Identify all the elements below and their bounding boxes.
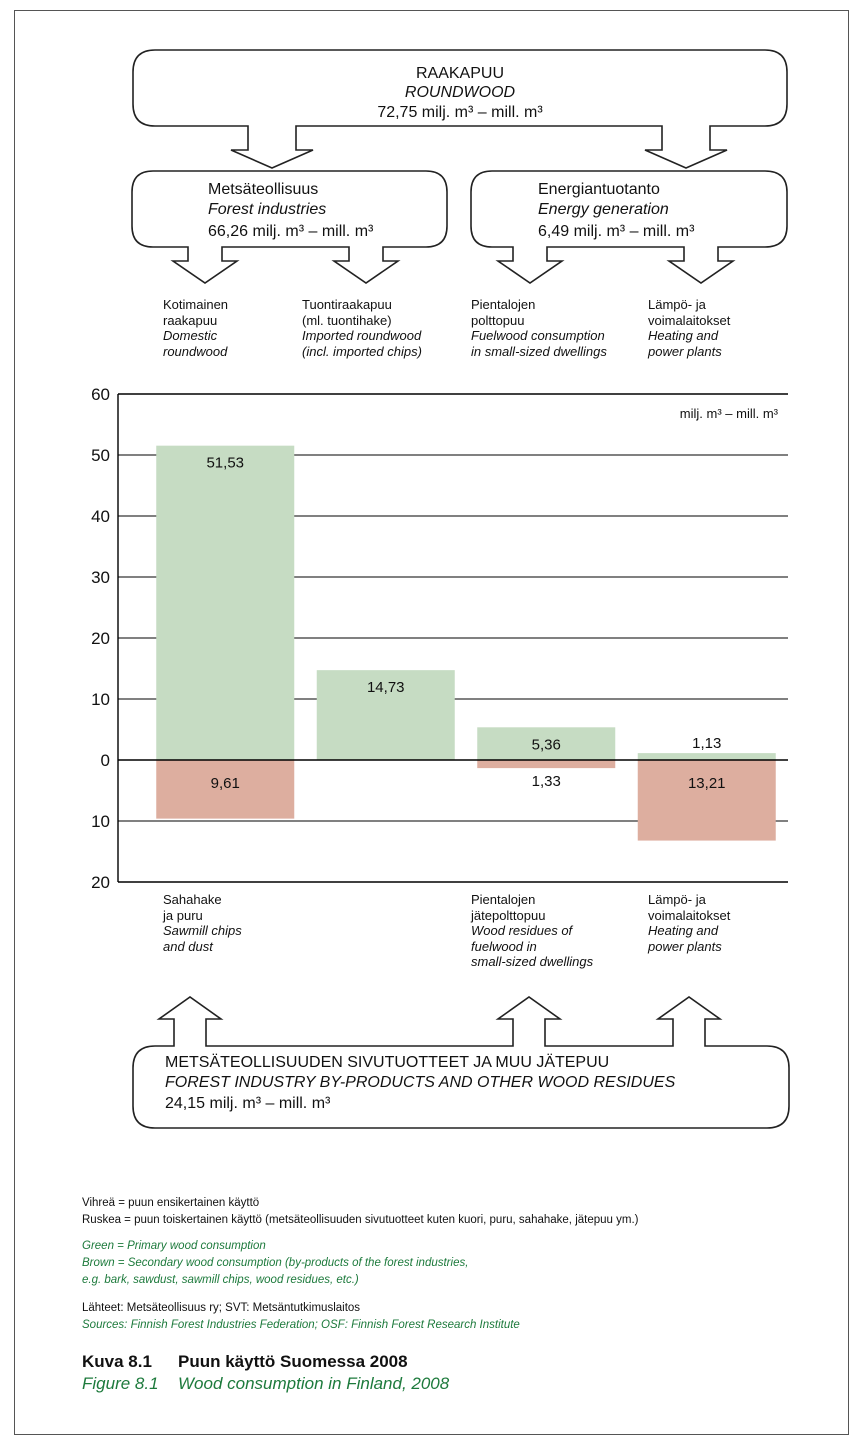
forest-industries-value: 66,26 milj. m³ – mill. m³ <box>208 223 374 240</box>
forest-industries-box <box>131 170 448 284</box>
roundwood-value: 72,75 milj. m³ – mill. m³ <box>377 104 543 121</box>
forest-industries-fi: Metsäteollisuus <box>208 181 318 198</box>
by-products-en: FOREST INDUSTRY BY-PRODUCTS AND OTHER WO… <box>165 1074 676 1091</box>
figure-frame <box>14 10 849 1435</box>
primary-value-label: 51,53 <box>206 455 244 472</box>
y-tick-label: 30 <box>91 568 110 587</box>
energy-generation-box <box>470 170 788 284</box>
top-label-heating: Lämpö- ja voimalaitokset Heating and power… <box>648 297 731 359</box>
y-tick-label: 10 <box>91 690 110 709</box>
energy-generation-en: Energy generation <box>538 201 669 218</box>
by-products-box <box>132 996 790 1129</box>
secondary-value-label: 9,61 <box>211 775 240 792</box>
primary-bar <box>637 753 776 760</box>
top-label-domestic: Kotimainen raakapuu Domestic roundwood <box>163 297 229 359</box>
unit-label: milj. m³ – mill. m³ <box>680 406 779 421</box>
energy-generation-value: 6,49 milj. m³ – mill. m³ <box>538 223 695 240</box>
roundwood-box <box>132 49 788 169</box>
y-tick-label: 10 <box>91 812 110 831</box>
primary-bar <box>477 727 616 760</box>
y-tick-label: 20 <box>91 629 110 648</box>
legend-en: Green = Primary wood consumption Brown =… <box>82 1240 469 1286</box>
y-tick-label: 20 <box>91 873 110 892</box>
caption-fi: Kuva 8.1 Puun käyttö Suomessa 2008 <box>82 1352 408 1371</box>
bar-chart: 51,53 9,61 14,73 5,36 1,33 1,13 13,21 60 50 40 30 2… <box>91 385 788 892</box>
y-tick-label: 40 <box>91 507 110 526</box>
top-label-fuelwood: Pientalojen polttopuu Fuelwood consumptio… <box>471 297 607 359</box>
legend-fi: Vihreä = puun ensikertainen käyttö Ruske… <box>82 1197 639 1226</box>
sources-fi: Lähteet: Metsäteollisuus ry; SVT: Metsän… <box>82 1302 361 1314</box>
bottom-label-sawmill: Sahahake ja puru Sawmill chips and dust <box>163 892 242 954</box>
bottom-label-heating: Lämpö- ja voimalaitokset Heating and power… <box>648 892 731 954</box>
roundwood-title-en: ROUNDWOOD <box>405 84 516 101</box>
primary-value-label: 1,13 <box>692 735 721 752</box>
secondary-bar <box>156 760 295 819</box>
y-tick-label: 50 <box>91 446 110 465</box>
primary-bar <box>316 670 455 760</box>
secondary-bar <box>477 760 616 769</box>
energy-generation-fi: Energiantuotanto <box>538 181 660 198</box>
by-products-value: 24,15 milj. m³ – mill. m³ <box>165 1095 331 1112</box>
primary-value-label: 14,73 <box>367 679 405 696</box>
secondary-value-label: 1,33 <box>532 773 561 790</box>
by-products-fi: METSÄTEOLLISUUDEN SIVUTUOTTEET JA MUU JÄ… <box>165 1053 609 1071</box>
secondary-bar <box>637 760 776 841</box>
roundwood-title-fi: RAAKAPUU <box>416 65 504 82</box>
primary-bar <box>156 445 295 760</box>
secondary-value-label: 13,21 <box>688 775 726 792</box>
forest-industries-en: Forest industries <box>208 201 326 218</box>
y-tick-label: 60 <box>91 385 110 404</box>
caption-en: Figure 8.1 Wood consumption in Finland, 2… <box>82 1374 450 1393</box>
primary-value-label: 5,36 <box>532 736 561 753</box>
top-label-imported: Tuontiraakapuu (ml. tuontihake) Imported … <box>302 297 422 359</box>
bottom-label-residues: Pientalojen jätepolttopuu Wood residues o… <box>471 892 594 969</box>
y-tick-label: 0 <box>101 751 110 770</box>
sources-en: Sources: Finnish Forest Industries Feder… <box>82 1319 520 1331</box>
